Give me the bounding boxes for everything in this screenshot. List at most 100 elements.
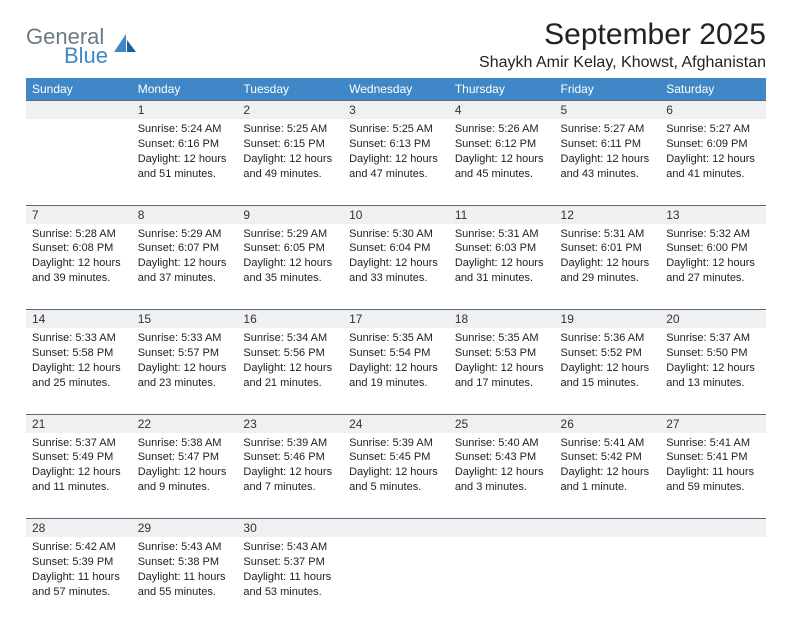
- sunset-text: Sunset: 5:43 PM: [455, 450, 549, 465]
- sunset-text: Sunset: 6:15 PM: [243, 137, 337, 152]
- sunrise-text: Sunrise: 5:24 AM: [138, 122, 232, 137]
- weekday-header: Saturday: [660, 78, 766, 101]
- day-content-cell: Sunrise: 5:29 AMSunset: 6:05 PMDaylight:…: [237, 224, 343, 310]
- daylight-text: Daylight: 12 hours and 49 minutes.: [243, 152, 337, 182]
- day-content-cell: Sunrise: 5:43 AMSunset: 5:37 PMDaylight:…: [237, 537, 343, 623]
- daylight-text: Daylight: 12 hours and 39 minutes.: [32, 256, 126, 286]
- day-content-cell: Sunrise: 5:28 AMSunset: 6:08 PMDaylight:…: [26, 224, 132, 310]
- day-content-cell: Sunrise: 5:39 AMSunset: 5:45 PMDaylight:…: [343, 433, 449, 519]
- sunset-text: Sunset: 5:38 PM: [138, 555, 232, 570]
- sunrise-text: Sunrise: 5:27 AM: [561, 122, 655, 137]
- day-number-cell: 12: [555, 205, 661, 224]
- day-content-cell: [26, 119, 132, 205]
- sunset-text: Sunset: 5:42 PM: [561, 450, 655, 465]
- weekday-header: Monday: [132, 78, 238, 101]
- daylight-text: Daylight: 11 hours and 57 minutes.: [32, 570, 126, 600]
- sunrise-text: Sunrise: 5:25 AM: [349, 122, 443, 137]
- sunrise-text: Sunrise: 5:29 AM: [243, 227, 337, 242]
- day-content-cell: Sunrise: 5:37 AMSunset: 5:49 PMDaylight:…: [26, 433, 132, 519]
- sunrise-text: Sunrise: 5:28 AM: [32, 227, 126, 242]
- weekday-header: Tuesday: [237, 78, 343, 101]
- day-content-cell: Sunrise: 5:40 AMSunset: 5:43 PMDaylight:…: [449, 433, 555, 519]
- day-content-cell: Sunrise: 5:41 AMSunset: 5:42 PMDaylight:…: [555, 433, 661, 519]
- sunrise-text: Sunrise: 5:31 AM: [561, 227, 655, 242]
- sunset-text: Sunset: 5:52 PM: [561, 346, 655, 361]
- day-number-cell: 19: [555, 310, 661, 329]
- sunrise-text: Sunrise: 5:39 AM: [349, 436, 443, 451]
- day-number-cell: 15: [132, 310, 238, 329]
- daylight-text: Daylight: 12 hours and 27 minutes.: [666, 256, 760, 286]
- sunrise-text: Sunrise: 5:37 AM: [666, 331, 760, 346]
- day-number-cell: 20: [660, 310, 766, 329]
- daylight-text: Daylight: 12 hours and 19 minutes.: [349, 361, 443, 391]
- sunrise-text: Sunrise: 5:35 AM: [349, 331, 443, 346]
- day-number-row: 282930: [26, 519, 766, 538]
- sunset-text: Sunset: 6:07 PM: [138, 241, 232, 256]
- logo-text-blue: Blue: [64, 45, 108, 67]
- daylight-text: Daylight: 12 hours and 47 minutes.: [349, 152, 443, 182]
- daylight-text: Daylight: 12 hours and 45 minutes.: [455, 152, 549, 182]
- daylight-text: Daylight: 12 hours and 37 minutes.: [138, 256, 232, 286]
- day-content-cell: [555, 537, 661, 623]
- sunset-text: Sunset: 6:05 PM: [243, 241, 337, 256]
- day-content-cell: Sunrise: 5:35 AMSunset: 5:53 PMDaylight:…: [449, 328, 555, 414]
- sunrise-text: Sunrise: 5:43 AM: [138, 540, 232, 555]
- day-number-cell: 29: [132, 519, 238, 538]
- daylight-text: Daylight: 12 hours and 1 minute.: [561, 465, 655, 495]
- month-title: September 2025: [479, 18, 766, 52]
- sunset-text: Sunset: 5:50 PM: [666, 346, 760, 361]
- daylight-text: Daylight: 12 hours and 13 minutes.: [666, 361, 760, 391]
- sunrise-text: Sunrise: 5:27 AM: [666, 122, 760, 137]
- day-content-cell: Sunrise: 5:43 AMSunset: 5:38 PMDaylight:…: [132, 537, 238, 623]
- day-number-cell: 23: [237, 414, 343, 433]
- sunset-text: Sunset: 5:41 PM: [666, 450, 760, 465]
- day-number-cell: 27: [660, 414, 766, 433]
- day-number-cell: 1: [132, 101, 238, 120]
- day-number-cell: [26, 101, 132, 120]
- day-number-cell: [449, 519, 555, 538]
- day-content-row: Sunrise: 5:28 AMSunset: 6:08 PMDaylight:…: [26, 224, 766, 310]
- day-content-cell: Sunrise: 5:27 AMSunset: 6:09 PMDaylight:…: [660, 119, 766, 205]
- sunrise-text: Sunrise: 5:33 AM: [138, 331, 232, 346]
- day-number-cell: [660, 519, 766, 538]
- day-content-cell: Sunrise: 5:33 AMSunset: 5:57 PMDaylight:…: [132, 328, 238, 414]
- sunrise-text: Sunrise: 5:38 AM: [138, 436, 232, 451]
- sunset-text: Sunset: 5:58 PM: [32, 346, 126, 361]
- sunrise-text: Sunrise: 5:41 AM: [666, 436, 760, 451]
- day-content-cell: Sunrise: 5:24 AMSunset: 6:16 PMDaylight:…: [132, 119, 238, 205]
- day-number-cell: 9: [237, 205, 343, 224]
- day-number-cell: 10: [343, 205, 449, 224]
- day-content-cell: [343, 537, 449, 623]
- day-content-cell: Sunrise: 5:30 AMSunset: 6:04 PMDaylight:…: [343, 224, 449, 310]
- day-number-cell: 24: [343, 414, 449, 433]
- day-number-cell: 30: [237, 519, 343, 538]
- sunrise-text: Sunrise: 5:36 AM: [561, 331, 655, 346]
- sunrise-text: Sunrise: 5:30 AM: [349, 227, 443, 242]
- sunset-text: Sunset: 5:39 PM: [32, 555, 126, 570]
- sunset-text: Sunset: 6:01 PM: [561, 241, 655, 256]
- daylight-text: Daylight: 12 hours and 9 minutes.: [138, 465, 232, 495]
- day-content-cell: Sunrise: 5:33 AMSunset: 5:58 PMDaylight:…: [26, 328, 132, 414]
- daylight-text: Daylight: 12 hours and 21 minutes.: [243, 361, 337, 391]
- sunrise-text: Sunrise: 5:33 AM: [32, 331, 126, 346]
- day-number-row: 14151617181920: [26, 310, 766, 329]
- daylight-text: Daylight: 12 hours and 17 minutes.: [455, 361, 549, 391]
- sunrise-text: Sunrise: 5:40 AM: [455, 436, 549, 451]
- day-number-cell: 8: [132, 205, 238, 224]
- sunrise-text: Sunrise: 5:41 AM: [561, 436, 655, 451]
- daylight-text: Daylight: 12 hours and 15 minutes.: [561, 361, 655, 391]
- day-content-cell: Sunrise: 5:25 AMSunset: 6:13 PMDaylight:…: [343, 119, 449, 205]
- day-number-cell: 21: [26, 414, 132, 433]
- day-content-cell: Sunrise: 5:37 AMSunset: 5:50 PMDaylight:…: [660, 328, 766, 414]
- day-content-row: Sunrise: 5:37 AMSunset: 5:49 PMDaylight:…: [26, 433, 766, 519]
- day-content-cell: Sunrise: 5:39 AMSunset: 5:46 PMDaylight:…: [237, 433, 343, 519]
- day-content-cell: Sunrise: 5:32 AMSunset: 6:00 PMDaylight:…: [660, 224, 766, 310]
- weekday-header: Sunday: [26, 78, 132, 101]
- calendar-table: Sunday Monday Tuesday Wednesday Thursday…: [26, 78, 766, 623]
- day-number-cell: 11: [449, 205, 555, 224]
- daylight-text: Daylight: 12 hours and 33 minutes.: [349, 256, 443, 286]
- day-content-row: Sunrise: 5:42 AMSunset: 5:39 PMDaylight:…: [26, 537, 766, 623]
- day-content-cell: Sunrise: 5:29 AMSunset: 6:07 PMDaylight:…: [132, 224, 238, 310]
- sunset-text: Sunset: 6:12 PM: [455, 137, 549, 152]
- sunset-text: Sunset: 5:53 PM: [455, 346, 549, 361]
